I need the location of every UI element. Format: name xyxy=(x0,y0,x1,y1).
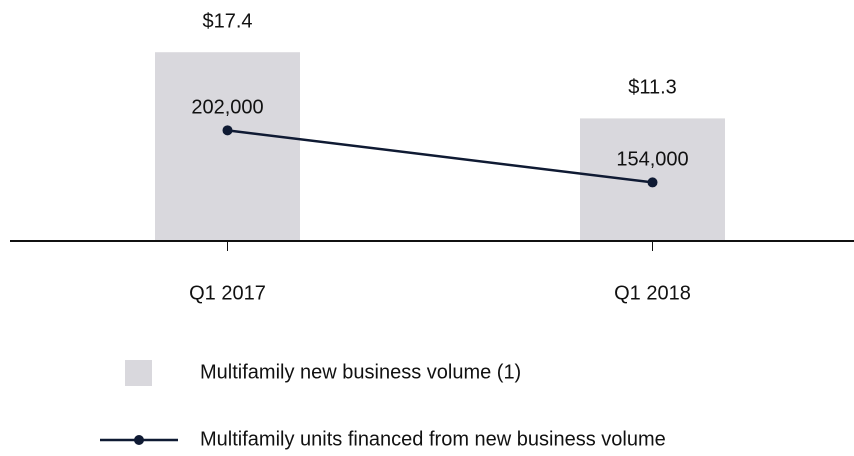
bar-value-label: $11.3 xyxy=(628,77,677,99)
line-value-label: 154,000 xyxy=(616,149,688,171)
bar-value-label: $17.4 xyxy=(202,10,252,32)
legend-label: Multifamily units financed from new busi… xyxy=(200,428,666,450)
x-tick-label: Q1 2018 xyxy=(614,282,691,304)
x-tick-label: Q1 2017 xyxy=(189,282,266,304)
line xyxy=(227,129,653,184)
line-value-label: 202,000 xyxy=(191,97,263,119)
legend-marker xyxy=(134,435,144,445)
bar xyxy=(155,52,300,242)
legend-swatch xyxy=(125,360,152,386)
legend-label: Multifamily new business volume (1) xyxy=(200,361,521,383)
line-point xyxy=(647,177,658,188)
line-point xyxy=(222,125,233,136)
